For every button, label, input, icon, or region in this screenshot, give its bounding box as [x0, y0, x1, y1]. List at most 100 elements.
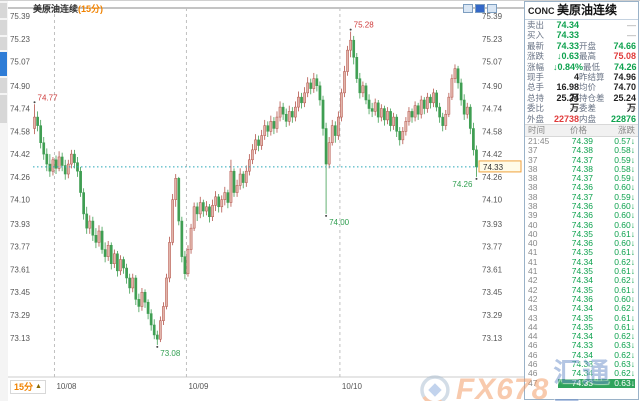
tick-row[interactable]: 43 74.34 0.62↓ [525, 303, 638, 313]
tick-change: 0.57↓ [614, 135, 635, 146]
tick-row[interactable]: 38 74.36 0.60↓ [525, 182, 638, 193]
tick-row[interactable]: 38 74.37 0.59↓ [525, 191, 638, 202]
tick-row[interactable]: 46 74.33 0.63↓ [525, 341, 638, 351]
tick-row[interactable]: 40 74.36 0.60↓ [525, 238, 638, 249]
tick-row[interactable]: 46 74.34 0.62↓ [525, 349, 638, 360]
tick-row[interactable]: 37 74.37 0.59↓ [525, 154, 638, 165]
tick-row[interactable]: 41 74.35 0.61↓ [525, 266, 638, 276]
tick-change: 0.60↓ [614, 182, 635, 193]
tick-row[interactable]: 46 74.34 0.62↓ [525, 368, 638, 379]
toolbar-tab[interactable] [0, 37, 7, 50]
tick-header-price: 价格 [569, 124, 587, 135]
tick-change: 0.61↓ [614, 321, 635, 332]
tick-row[interactable]: 39 74.36 0.60↓ [525, 210, 638, 221]
y-axis-label: 75.23 [10, 35, 31, 44]
timeframe-label: 15分 [14, 382, 34, 392]
tick-price: 74.36 [571, 238, 593, 249]
tick-price: 74.37 [571, 173, 593, 184]
symbol-name: 美原油连续 [557, 3, 618, 17]
tick-change: 0.61↓ [614, 247, 635, 258]
toolbar-tab[interactable] [0, 78, 7, 93]
toolbar-tab[interactable] [0, 95, 7, 123]
tick-table: 21:45 74.39 0.57↓ 37 74.38 0.58↓ 37 74.37 0.59↓ 3… [525, 135, 638, 388]
tick-row[interactable]: 46 74.33 0.63↓ [525, 359, 638, 370]
tick-time: 46 [528, 359, 538, 370]
quote-label: 昨结算 [579, 71, 605, 82]
tick-row[interactable]: 44 74.34 0.62↓ [525, 331, 638, 342]
tick-row[interactable]: 38 74.36 0.60↓ [525, 200, 638, 211]
current-price-tag: 74.33 [478, 160, 522, 173]
tick-row[interactable]: 21:45 74.39 0.57↓ [525, 135, 638, 146]
tick-row[interactable]: 41 74.34 0.62↓ [525, 257, 638, 267]
candles [33, 31, 478, 345]
y-axis-label: 73.13 [482, 334, 503, 343]
tick-row[interactable]: 41 74.35 0.61↓ [525, 247, 638, 258]
y-axis-label: 73.77 [10, 243, 31, 252]
y-axis-label: 74.42 [482, 150, 503, 159]
quote-label: 开盘 [579, 40, 597, 51]
tick-price: 74.35 [571, 247, 593, 258]
tick-price: 74.36 [571, 200, 593, 211]
timeframe-button[interactable]: 15分 ▲ [10, 380, 46, 394]
quote-value: 75.08 [613, 51, 636, 62]
tick-price: 74.33 [558, 378, 599, 388]
tick-time: 41 [528, 247, 538, 258]
tick-price: 74.34 [571, 368, 593, 379]
quote-row: 涨幅 ↓0.84% 最低 74.26 [525, 62, 638, 72]
toolbar-tab[interactable] [0, 3, 7, 18]
tick-change: 0.62↓ [614, 331, 635, 342]
toolbar-tab-selected[interactable] [0, 52, 7, 76]
tick-row[interactable]: 40 74.35 0.61↓ [525, 229, 638, 239]
tick-change: 0.60↓ [614, 210, 635, 221]
y-axis-label: 73.29 [482, 311, 503, 320]
tick-time: 38 [528, 173, 538, 184]
tick-row[interactable]: 42 74.34 0.62↓ [525, 276, 638, 286]
x-axis-label: 10/08 [56, 382, 77, 391]
minimize-icon[interactable] [463, 4, 473, 13]
tick-row[interactable]: 47 74.33 0.63↓ [525, 377, 638, 388]
quote-value: 74.26 [614, 61, 637, 72]
tick-change: 0.59↓ [614, 191, 635, 202]
tick-time: 44 [528, 331, 538, 342]
quote-row: 总手 16.98万 均价 74.70 [525, 82, 638, 102]
quote-row: 总持 25.24万 持仓差 25.24万 [525, 93, 638, 113]
annotation-label: 75.28 [354, 21, 375, 30]
quote-label: 最新 [527, 40, 545, 51]
tick-price: 74.35 [571, 321, 593, 332]
quote-row: 买入 74.33 — [525, 30, 638, 40]
tick-change: 0.59↓ [614, 154, 635, 165]
tick-row[interactable]: 37 74.38 0.58↓ [525, 145, 638, 155]
tick-time: 40 [528, 238, 538, 249]
tick-row[interactable]: 40 74.36 0.60↓ [525, 219, 638, 230]
y-axis-label: 74.74 [10, 105, 31, 114]
tick-row[interactable]: 44 74.35 0.61↓ [525, 321, 638, 332]
chevron-up-icon: ▲ [35, 383, 42, 390]
y-axis-label: 74.58 [482, 127, 503, 136]
quote-value: — [627, 30, 636, 41]
tick-row[interactable]: 42 74.35 0.61↓ [525, 285, 638, 295]
close-icon[interactable] [487, 4, 497, 13]
quote-label: 卖出 [527, 20, 545, 30]
quote-panel: CONC 美原油连续 卖出 74.34— 买入 74.33— 最新 74.33 开盘 74.6… [524, 1, 639, 400]
tick-time: 47 [528, 377, 538, 388]
toolbar-tab[interactable] [0, 20, 7, 35]
chart-period-label: (15分) [78, 4, 104, 14]
tick-price: 74.34 [571, 349, 593, 360]
tick-row[interactable]: 38 74.37 0.59↓ [525, 173, 638, 184]
chart-area[interactable]: 10/08 10/09 10/10 75.39 75.39 75.23 75.23 75.07… [8, 1, 524, 401]
tick-row[interactable]: 42 74.36 0.60↓ [525, 293, 638, 304]
tick-time: 44 [528, 321, 538, 332]
restore-icon[interactable] [475, 4, 485, 13]
candlestick-chart[interactable]: 10/08 10/09 10/10 75.39 75.39 75.23 75.23 75.07… [8, 1, 524, 401]
y-axis-label: 73.77 [482, 243, 503, 252]
quote-value: 22738 [553, 113, 579, 124]
tick-change: 0.60↓ [614, 219, 635, 230]
annotation-label: 74.26 [452, 180, 473, 189]
quote-label [579, 30, 610, 40]
quote-label: 买入 [527, 30, 545, 41]
y-axis-label: 73.45 [10, 288, 31, 297]
quote-row: 委比 — 委差 — [525, 103, 638, 113]
tick-row[interactable]: 38 74.38 0.58↓ [525, 164, 638, 174]
tick-row[interactable]: 43 74.35 0.61↓ [525, 313, 638, 323]
tick-change: 0.60↓ [614, 293, 635, 304]
